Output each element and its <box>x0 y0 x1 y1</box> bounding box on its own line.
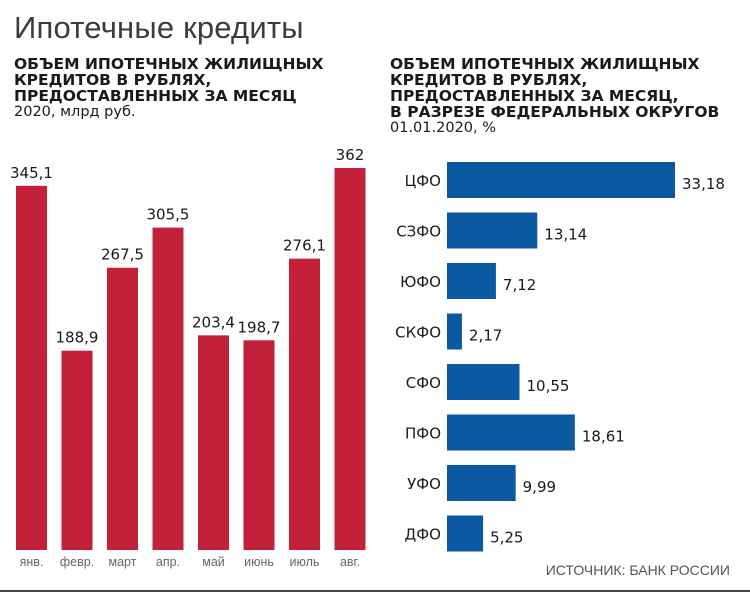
district-value-label: 7,12 <box>503 276 536 294</box>
month-bar <box>16 185 47 551</box>
right-subtitle-line: ПРЕДОСТАВЛЕННЫХ ЗА МЕСЯЦ, <box>390 87 679 105</box>
right-chart-subtitle: ОБЪЕМ ИПОТЕЧНЫХ ЖИЛИЩНЫХ КРЕДИТОВ В РУБЛ… <box>390 56 719 136</box>
right-subtitle-line: ОБЪЕМ ИПОТЕЧНЫХ ЖИЛИЩНЫХ <box>390 55 700 73</box>
left-subtitle-unit: 2020, млрд руб. <box>14 104 136 120</box>
month-bar <box>198 335 229 550</box>
right-subtitle-line: КРЕДИТОВ В РУБЛЯХ, <box>390 71 588 89</box>
left-subtitle-line: ОБЪЕМ ИПОТЕЧНЫХ ЖИЛИЩНЫХ <box>14 55 324 73</box>
month-bar <box>152 227 184 550</box>
district-value-label: 13,14 <box>544 226 587 244</box>
bottom-divider <box>0 590 750 592</box>
month-bar <box>289 258 320 550</box>
district-label: СЗФО <box>396 223 441 241</box>
source-note: ИСТОЧНИК: БАНК РОССИИ <box>545 562 730 578</box>
district-bar <box>447 414 575 451</box>
month-value-label: 198,7 <box>238 318 281 336</box>
month-label: июнь <box>244 555 274 569</box>
district-bar <box>447 515 484 552</box>
district-label: ЦФО <box>405 172 441 190</box>
month-value-label: 362 <box>336 146 365 164</box>
month-bar <box>107 267 138 550</box>
left-subtitle-line: КРЕДИТОВ В РУБЛЯХ, <box>14 71 212 89</box>
month-label: март <box>109 555 137 569</box>
month-bar <box>61 350 93 550</box>
district-label: ПФО <box>405 425 441 443</box>
district-bar <box>447 313 462 350</box>
left-subtitle-line: ПРЕДОСТАВЛЕННЫХ ЗА МЕСЯЦ <box>14 87 297 105</box>
month-label: май <box>202 555 225 569</box>
month-bar <box>334 168 366 550</box>
month-bar <box>243 340 275 550</box>
month-label: июль <box>290 555 320 569</box>
district-value-label: 9,99 <box>523 478 556 496</box>
district-label: ДФО <box>405 526 441 544</box>
month-value-label: 305,5 <box>147 206 190 224</box>
right-subtitle-unit: 01.01.2020, % <box>390 120 497 136</box>
right-subtitle-line: В РАЗРЕЗЕ ФЕДЕРАЛЬНЫХ ОКРУГОВ <box>390 103 720 121</box>
district-label: СКФО <box>395 324 441 342</box>
district-value-label: 18,61 <box>582 428 625 446</box>
district-bar <box>447 364 520 400</box>
district-value-label: 5,25 <box>490 529 523 547</box>
district-value-label: 10,55 <box>526 377 569 395</box>
month-value-label: 267,5 <box>101 246 144 264</box>
month-value-label: 276,1 <box>283 237 326 255</box>
district-bar <box>447 162 675 198</box>
month-value-label: 345,1 <box>10 164 53 182</box>
month-label: февр. <box>60 555 94 569</box>
left-chart-subtitle: ОБЪЕМ ИПОТЕЧНЫХ ЖИЛИЩНЫХ КРЕДИТОВ В РУБЛ… <box>14 56 323 120</box>
month-label: авг. <box>340 555 360 569</box>
month-value-label: 188,9 <box>56 329 99 347</box>
district-value-label: 33,18 <box>682 175 725 193</box>
district-bar <box>447 263 496 299</box>
page-title: Ипотечные кредиты <box>14 10 304 45</box>
district-label: ЮФО <box>400 273 441 291</box>
district-value-label: 2,17 <box>469 327 502 345</box>
district-label: УФО <box>407 475 441 493</box>
district-label: СФО <box>406 374 441 392</box>
month-label: янв. <box>20 555 44 569</box>
district-bar <box>447 212 538 249</box>
district-bar <box>447 465 516 501</box>
month-value-label: 203,4 <box>192 313 235 331</box>
month-label: апр. <box>156 555 180 569</box>
